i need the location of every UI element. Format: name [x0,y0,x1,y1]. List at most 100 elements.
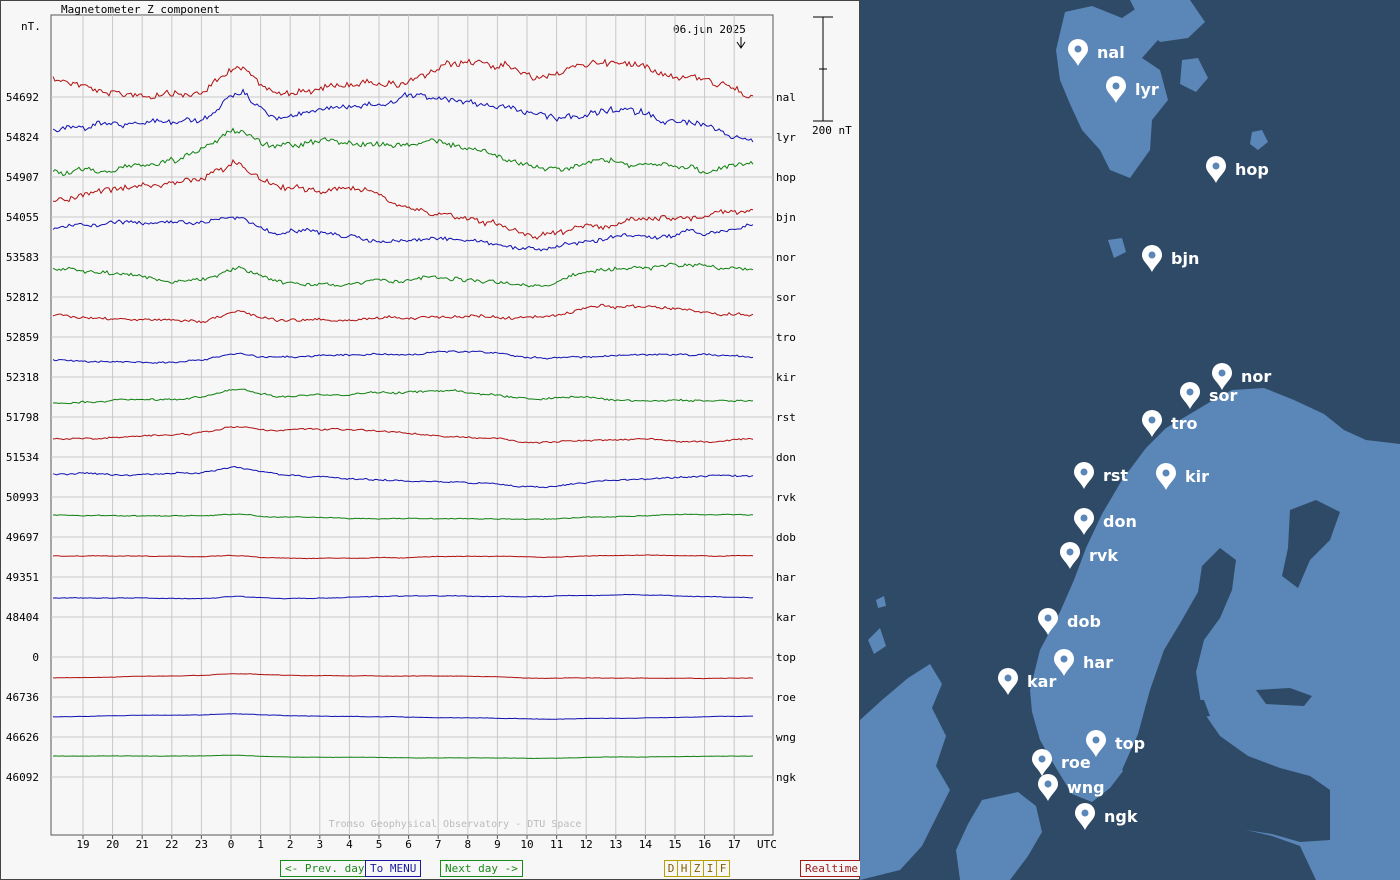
baseline-label-ngk: 46092 [6,771,39,784]
station-marker-rvk[interactable]: rvk [1060,542,1118,569]
station-marker-label: dob [1067,612,1101,631]
series-line-rst [52,388,754,405]
station-label-rst: rst [776,411,796,424]
station-marker-kir[interactable]: kir [1156,463,1209,490]
component-i-button[interactable]: I [704,861,717,876]
series-line-roe [52,673,754,680]
x-tick-label: 8 [464,838,471,851]
series-line-rvk [52,465,754,489]
station-label-rvk: rvk [776,491,796,504]
x-tick-label: 9 [494,838,501,851]
station-marker-bjn[interactable]: bjn [1142,245,1199,272]
baseline-label-har: 49351 [6,571,39,584]
x-tick-label: 0 [228,838,235,851]
x-tick-label: 22 [165,838,178,851]
station-label-hop: hop [776,171,796,184]
baseline-label-lyr: 54824 [6,131,39,144]
station-marker-label: hop [1235,160,1269,179]
x-tick-label: 20 [106,838,119,851]
component-z-button[interactable]: Z [691,861,704,876]
station-label-nal: nal [776,91,796,104]
series-line-nor [52,216,754,252]
x-tick-label: 19 [76,838,89,851]
station-marker-label: sor [1209,386,1238,405]
station-marker-label: bjn [1171,249,1199,268]
station-marker-lyr[interactable]: lyr [1106,76,1159,103]
next-day-button[interactable]: Next day -> [440,860,523,877]
baseline-label-top: 0 [32,651,39,664]
station-label-sor: sor [776,291,796,304]
scale-label: 200 nT [812,124,852,137]
baseline-label-hop: 54907 [6,171,39,184]
series-line-hop [52,127,754,177]
baseline-label-bjn: 54055 [6,211,39,224]
x-tick-label: 14 [639,838,653,851]
chart-title: Magnetometer Z component [61,3,220,16]
baseline-label-nor: 53583 [6,251,39,264]
station-marker-nal[interactable]: nal [1068,39,1125,66]
station-marker-top[interactable]: top [1086,730,1145,757]
map-pin-hole [1004,674,1012,682]
unit-label: nT. [21,20,41,33]
station-marker-roe[interactable]: roe [1032,749,1091,776]
map-pin-hole [1186,388,1194,396]
station-label-dob: dob [776,531,796,544]
x-tick-label: 3 [316,838,323,851]
x-tick-label: 4 [346,838,353,851]
baseline-label-rst: 51798 [6,411,39,424]
station-marker-dob[interactable]: dob [1038,608,1101,635]
x-tick-label: 23 [195,838,208,851]
station-marker-ngk[interactable]: ngk [1075,803,1138,830]
baseline-label-dob: 49697 [6,531,39,544]
series-line-ngk [52,754,754,760]
station-marker-tro[interactable]: tro [1142,410,1198,437]
station-label-ngk: ngk [776,771,796,784]
baseline-label-kar: 48404 [6,611,39,624]
x-tick-label: 7 [435,838,442,851]
component-f-button[interactable]: F [719,862,727,875]
station-marker-kar[interactable]: kar [998,668,1056,695]
station-label-lyr: lyr [776,131,796,144]
station-marker-hop[interactable]: hop [1206,156,1269,183]
component-d-button[interactable]: D [665,861,678,876]
station-marker-don[interactable]: don [1074,508,1137,535]
map-pin-hole [1044,780,1052,788]
map-pin-hole [1148,251,1156,259]
map-pin-hole [1212,162,1220,170]
station-marker-rst[interactable]: rst [1074,462,1128,489]
map-pin-hole [1218,369,1226,377]
station-marker-nor[interactable]: nor [1212,363,1271,390]
baseline-label-nal: 54692 [6,91,39,104]
station-label-top: top [776,651,796,664]
baseline-label-don: 51534 [6,451,39,464]
station-label-tro: tro [776,331,796,344]
station-marker-label: lyr [1135,80,1159,99]
station-marker-label: roe [1061,753,1091,772]
map-pin-hole [1148,416,1156,424]
series-line-nal [52,58,754,100]
station-marker-label: tro [1171,414,1198,433]
station-marker-sor[interactable]: sor [1180,382,1238,409]
x-tick-label: 1 [257,838,264,851]
realtime-button[interactable]: Realtime [800,860,863,877]
station-label-don: don [776,451,796,464]
prev-day-button[interactable]: <- Prev. day [280,860,370,877]
map-pin-hole [1080,514,1088,522]
station-label-nor: nor [776,251,796,264]
map-pin-hole [1162,469,1170,477]
component-h-button[interactable]: H [678,861,691,876]
x-tick-label: 12 [580,838,593,851]
station-marker-har[interactable]: har [1054,649,1113,676]
station-label-roe: roe [776,691,796,704]
station-marker-wng[interactable]: wng [1038,774,1105,801]
series-line-dob [52,513,754,521]
station-marker-label: top [1115,734,1145,753]
map-pin-hole [1060,655,1068,663]
menu-button[interactable]: To MENU [365,860,422,877]
x-tick-label: 17 [728,838,741,851]
series-line-kir [52,350,754,364]
station-label-kar: kar [776,611,796,624]
station-marker-label: ngk [1104,807,1138,826]
